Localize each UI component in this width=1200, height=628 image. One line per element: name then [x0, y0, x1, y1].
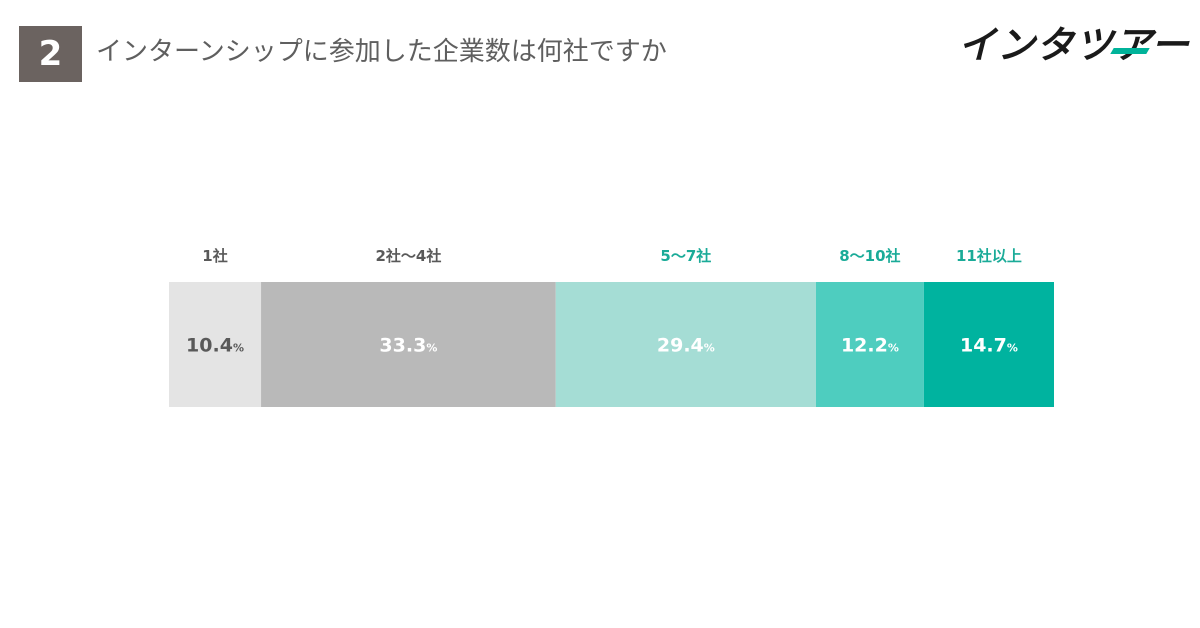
page-title: インターンシップに参加した企業数は何社ですか	[96, 37, 667, 67]
bar-segment-4	[815, 282, 924, 407]
category-label-2: 2社〜4社	[375, 247, 441, 265]
category-label-5: 11社以上	[956, 247, 1022, 265]
value-unit-3: %	[704, 342, 715, 355]
category-label-3: 5〜7社	[660, 247, 711, 265]
category-label-4: 8〜10社	[839, 247, 900, 265]
question-number: 2	[38, 34, 63, 74]
bar-segment-1	[169, 282, 262, 407]
bar-segment-2	[261, 282, 556, 407]
value-unit-5: %	[1007, 342, 1018, 355]
brand-logo: インタツアー	[952, 18, 1189, 74]
bar-segment-3	[555, 282, 816, 407]
value-label-1: 10.4%	[186, 335, 244, 357]
value-unit-2: %	[426, 342, 437, 355]
value-label-5: 14.7%	[960, 335, 1018, 357]
value-label-3: 29.4%	[657, 335, 715, 357]
bar-segment-5	[923, 282, 1054, 407]
value-label-2: 33.3%	[379, 335, 437, 357]
value-unit-1: %	[233, 342, 244, 355]
brand-logo-text: インタツアー	[958, 23, 1190, 67]
question-number-badge: 2	[19, 26, 82, 82]
category-label-1: 1社	[202, 247, 227, 265]
value-label-4: 12.2%	[841, 335, 899, 357]
value-unit-4: %	[888, 342, 899, 355]
